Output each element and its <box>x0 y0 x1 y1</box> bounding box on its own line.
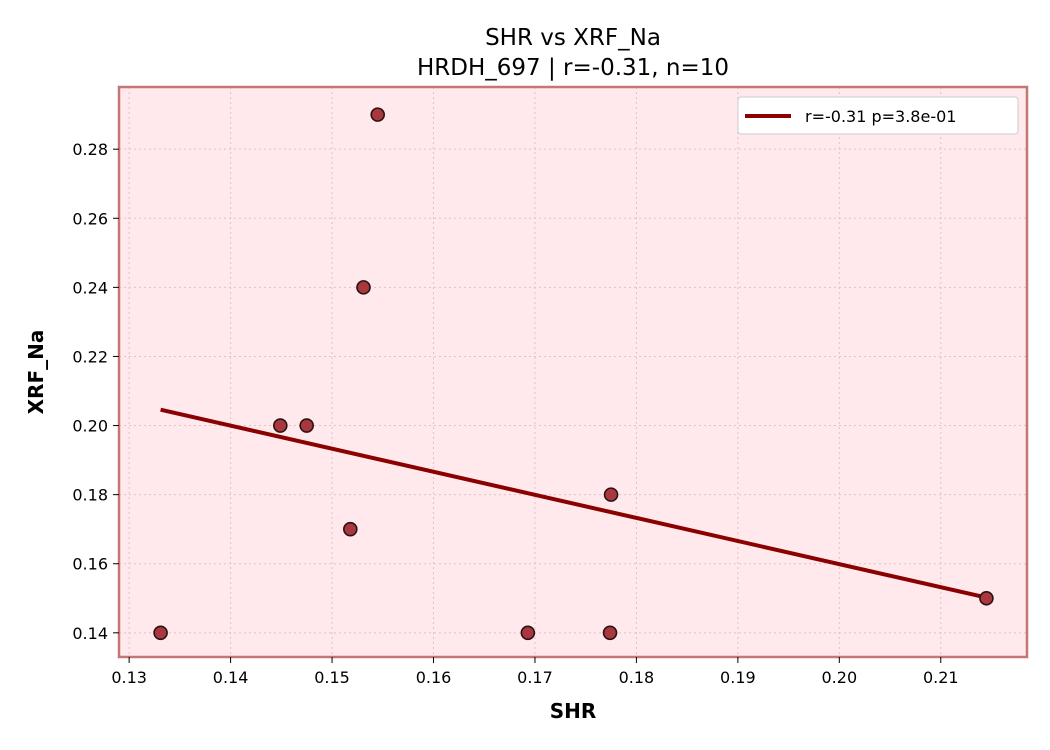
data-point <box>602 625 618 641</box>
x-tick-label: 0.16 <box>416 668 452 687</box>
data-point <box>153 625 168 641</box>
y-tick-label: 0.24 <box>72 278 108 297</box>
y-tick-label: 0.28 <box>72 140 108 159</box>
x-tick-label: 0.15 <box>314 668 350 687</box>
fit-line-layer <box>160 407 987 600</box>
x-tick-label: 0.14 <box>213 668 249 687</box>
data-points <box>153 107 994 641</box>
x-tick-label: 0.18 <box>619 668 655 687</box>
data-point <box>520 625 536 641</box>
data-point <box>343 521 358 537</box>
legend: r=-0.31 p=3.8e-01 <box>737 96 1019 135</box>
x-axis-ticks: 0.13 0.14 0.15 0.16 0.17 0.18 0.19 0.20 0.21 <box>111 657 959 687</box>
y-tick-label: 0.14 <box>72 624 108 643</box>
y-axis-label: XRF_Na <box>24 330 48 415</box>
y-tick-label: 0.22 <box>72 347 108 366</box>
plot-area <box>119 87 1027 657</box>
legend-box <box>737 96 1019 135</box>
data-point <box>273 418 288 433</box>
data-point <box>299 418 314 433</box>
chart-subtitle: HRDH_697 | r=-0.31, n=10 <box>417 55 729 81</box>
axes-frame <box>117 85 1029 659</box>
y-tick-label: 0.16 <box>72 555 108 574</box>
x-tick-label: 0.21 <box>923 668 959 687</box>
x-tick-label: 0.20 <box>822 668 858 687</box>
data-point <box>979 590 994 606</box>
data-point <box>370 107 386 122</box>
x-tick-label: 0.17 <box>517 668 553 687</box>
y-tick-label: 0.20 <box>72 417 108 436</box>
x-tick-label: 0.13 <box>111 668 147 687</box>
y-tick-label: 0.18 <box>72 486 108 505</box>
x-axis-label: SHR <box>550 699 597 723</box>
legend-entry-label: r=-0.31 p=3.8e-01 <box>805 107 956 126</box>
chart-title: SHR vs XRF_Na <box>485 25 661 51</box>
y-tick-label: 0.26 <box>72 209 108 228</box>
fit-line <box>160 407 987 600</box>
x-tick-label: 0.19 <box>720 668 756 687</box>
data-point <box>356 280 371 295</box>
grid-lines <box>119 87 1027 657</box>
data-point <box>603 487 619 502</box>
y-axis-ticks: 0.14 0.16 0.18 0.20 0.22 0.24 0.26 0.28 <box>72 140 119 643</box>
